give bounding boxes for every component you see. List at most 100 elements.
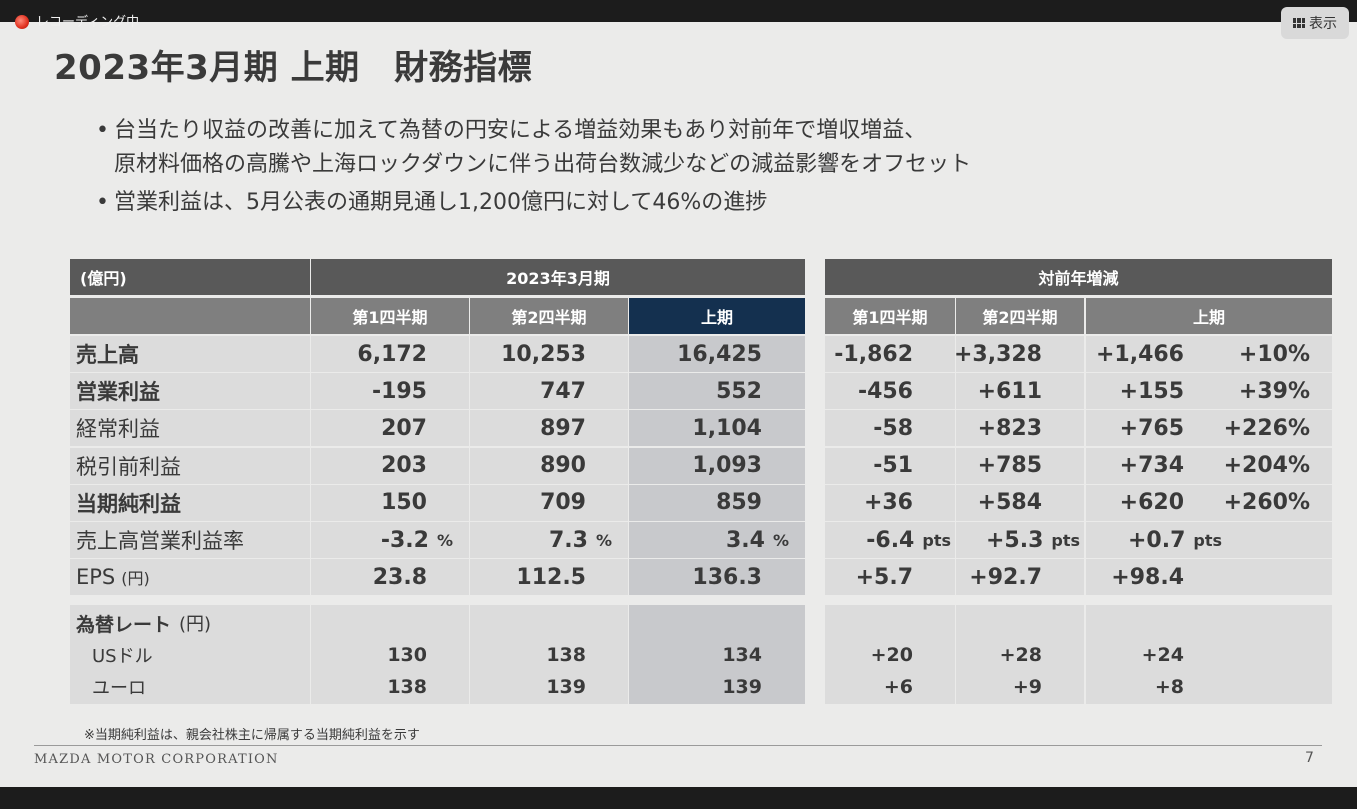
row-label: 税引前利益 [70, 447, 310, 484]
cell-yoy-q2: +92.7 [956, 559, 1084, 596]
cell-h1: 3.4% [629, 522, 805, 558]
cell-yoy-q2-value: +785 [977, 453, 1042, 479]
cell-q2: 897 [470, 410, 628, 447]
cell-yoy-q1: -1,862 [825, 336, 955, 372]
row-label: 売上高 [70, 336, 310, 372]
fx-yoy-q1-block [825, 605, 955, 704]
cell-q2-value: 10,253 [501, 341, 586, 367]
cell-q2: 890 [470, 447, 628, 484]
cell-yoy-h1: +98.4 [1086, 559, 1332, 596]
cell-yoy-q2: +611 [956, 373, 1084, 410]
recording-label: レコーディング中 [36, 15, 140, 30]
cell-q2-value: 747 [540, 378, 586, 404]
cell-q1-value: -195 [371, 378, 427, 404]
bullet-item: 台当たり収益の改善に加えて為替の円安による増益効果もあり対前年で増収増益、 原材… [96, 114, 971, 182]
cell-yoy-q1-value: -456 [857, 378, 913, 404]
header-yoy-q2: 第2四半期 [956, 298, 1084, 334]
fx-cell-q2: 139 [546, 676, 586, 698]
bullet-list: 台当たり収益の改善に加えて為替の円安による増益効果もあり対前年で増収増益、 原材… [96, 114, 971, 220]
row-label: 当期純利益 [70, 484, 310, 521]
cell-q1-value: 203 [381, 453, 427, 479]
cell-yoy-q1-value: -51 [873, 453, 913, 479]
cell-q1-value: 6,172 [357, 341, 427, 367]
cell-yoy-q1-value: -6.4 [866, 527, 915, 553]
yoy-h1-value: +734 [1119, 453, 1184, 479]
cell-yoy-q1-value: -58 [873, 415, 913, 441]
yoy-pct-value: +260% [1223, 490, 1310, 516]
cell-yoy-q2-value: +92.7 [969, 564, 1042, 590]
header-yoy-h1: 上期 [1086, 298, 1332, 334]
cell-h1: 16,425 [629, 336, 805, 372]
fx-h1-block [629, 605, 805, 704]
fx-cell-dh1: +8 [1154, 676, 1184, 698]
top-window-bar [0, 0, 1357, 22]
eps-unit: (円) [121, 569, 150, 589]
fx-q2-block [470, 605, 628, 704]
fx-cell-q2: 138 [546, 644, 586, 666]
yoy-h1-value: +620 [1119, 490, 1184, 516]
cell-yoy-h1: +155 +39% [1086, 373, 1332, 410]
cell-yoy-q1: -456 [825, 373, 955, 410]
cell-q2-value: 897 [540, 415, 586, 441]
cell-yoy-h1: +734 +204% [1086, 447, 1332, 484]
cell-q1-value: -3.2 [380, 527, 429, 553]
unit: % [595, 530, 612, 550]
cell-q2-value: 890 [540, 453, 586, 479]
row-label: 営業利益 [70, 373, 310, 410]
view-button[interactable]: 表示 [1281, 7, 1349, 39]
cell-q2-value: 112.5 [516, 564, 586, 590]
header-q2: 第2四半期 [470, 298, 628, 334]
fx-cell-dq1: +6 [883, 676, 913, 698]
cell-h1-value: 552 [716, 378, 762, 404]
cell-yoy-h1: +0.7 pts [1086, 522, 1332, 558]
cell-q1-value: 23.8 [372, 564, 427, 590]
fx-cell-q1: 130 [387, 644, 427, 666]
cell-q2: 709 [470, 484, 628, 521]
fx-yoy-q2-block [956, 605, 1084, 704]
cell-h1-value: 859 [716, 490, 762, 516]
cell-yoy-q1: -58 [825, 410, 955, 447]
footer-divider [34, 745, 1322, 746]
header-yoy: 対前年増減 [825, 259, 1332, 295]
header-h1: 上期 [629, 298, 805, 334]
cell-yoy-q2-value: +5.3 [985, 527, 1044, 553]
cell-yoy-q1-value: +5.7 [855, 564, 913, 590]
fx-yoy-h1-block [1086, 605, 1332, 704]
row-label: 経常利益 [70, 410, 310, 447]
row-label: EPS (円) [70, 559, 310, 596]
header-fy2023: 2023年3月期 [311, 259, 805, 295]
unit-label: (億円) [70, 259, 310, 295]
fx-cell-dq1: +20 [870, 644, 913, 666]
cell-yoy-q2: +785 [956, 447, 1084, 484]
fx-cell-h1: 139 [722, 676, 762, 698]
unit: % [772, 530, 789, 550]
cell-yoy-q1: -6.4 pts [825, 522, 955, 558]
cell-h1: 1,093 [629, 447, 805, 484]
fx-cell-dh1: +24 [1141, 644, 1184, 666]
fx-heading: 為替レート (円) [76, 610, 211, 636]
cell-yoy-q1: +36 [825, 484, 955, 521]
cell-q1: -3.2% [311, 522, 469, 558]
cell-h1-value: 3.4 [725, 527, 765, 553]
cell-q1: 203 [311, 447, 469, 484]
cell-yoy-q2-value: +3,328 [953, 341, 1042, 367]
cell-q1: 23.8 [311, 559, 469, 596]
unit: pts [1051, 530, 1080, 550]
grid-icon [1293, 18, 1305, 28]
cell-yoy-q2-value: +823 [977, 415, 1042, 441]
page-number: 7 [1305, 750, 1314, 766]
cell-q1-value: 150 [381, 490, 427, 516]
unit: pts [922, 530, 951, 550]
yoy-pct-value: +10% [1238, 341, 1310, 367]
yoy-h1-value: +0.7 [1127, 527, 1186, 553]
cell-h1: 136.3 [629, 559, 805, 596]
cell-yoy-q1: +5.7 [825, 559, 955, 596]
cell-q2-value: 7.3 [548, 527, 588, 553]
yoy-pct-value: +226% [1223, 415, 1310, 441]
fx-q1-block [311, 605, 469, 704]
header-q1: 第1四半期 [311, 298, 469, 334]
cell-h1-value: 136.3 [692, 564, 762, 590]
fx-label: 為替レート [76, 613, 172, 636]
unit: % [436, 530, 453, 550]
slide-title: 2023年3月期 上期 財務指標 [54, 48, 533, 88]
